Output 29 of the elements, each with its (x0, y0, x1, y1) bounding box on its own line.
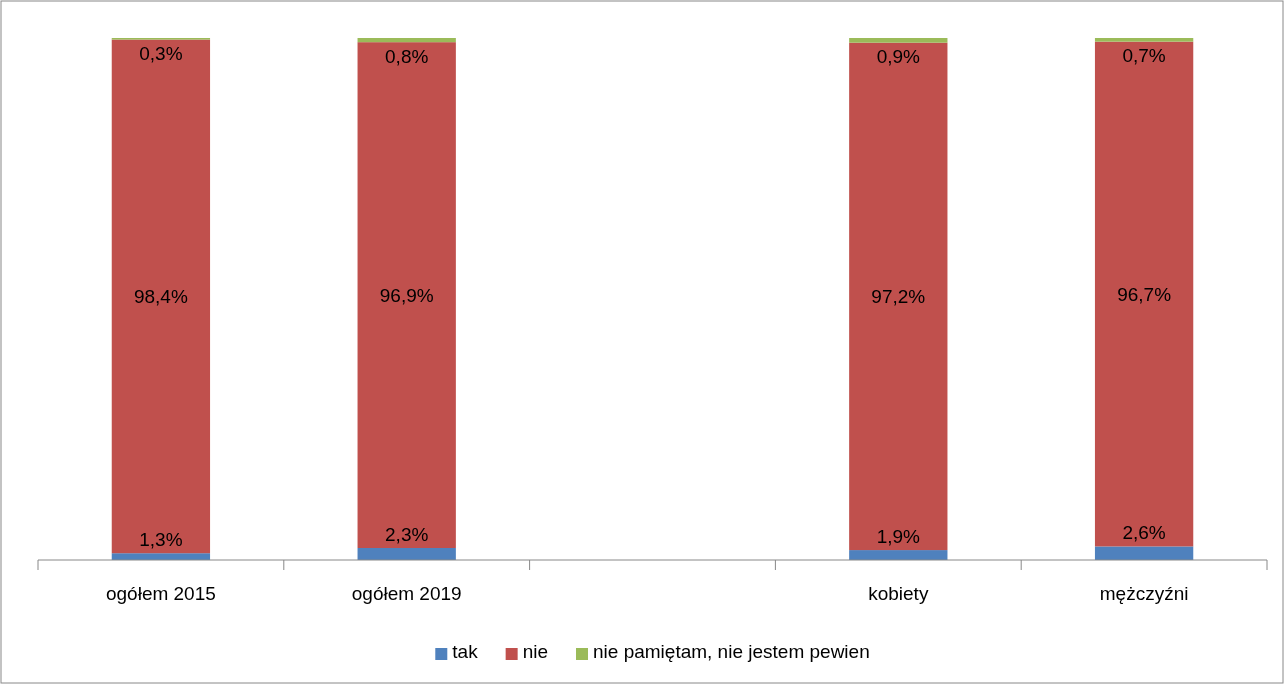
data-label: 0,9% (876, 46, 921, 68)
data-label: 0,7% (1122, 45, 1166, 67)
x-tick-label: ogółem 2019 (351, 583, 462, 604)
bar (1094, 38, 1194, 42)
legend-label: tak (452, 641, 479, 662)
x-tick-label: ogółem 2015 (105, 583, 216, 604)
data-label: 2,6% (1122, 522, 1166, 544)
bar (1094, 546, 1194, 560)
bar (1094, 41, 1194, 547)
data-label: 0,3% (139, 43, 183, 65)
bar (849, 550, 948, 560)
bar (357, 547, 456, 560)
data-label: 96,7% (1117, 283, 1172, 305)
data-label: 1,9% (876, 525, 921, 547)
data-label: 2,3% (385, 523, 429, 545)
bar (849, 42, 948, 551)
legend-label: nie (522, 641, 549, 662)
legend-label: nie pamiętam, nie jestem pewien (593, 641, 870, 662)
bar (357, 42, 456, 548)
data-label: 96,9% (379, 284, 434, 306)
data-label: 1,3% (139, 528, 183, 550)
data-label: 97,2% (871, 286, 926, 308)
data-label: 98,4% (133, 286, 188, 308)
bar (849, 38, 948, 43)
x-tick-label: kobiety (868, 583, 929, 604)
data-label: 0,8% (385, 45, 429, 67)
bar (111, 39, 211, 554)
x-tick-label: mężczyźni (1099, 583, 1189, 604)
bar (357, 38, 456, 43)
